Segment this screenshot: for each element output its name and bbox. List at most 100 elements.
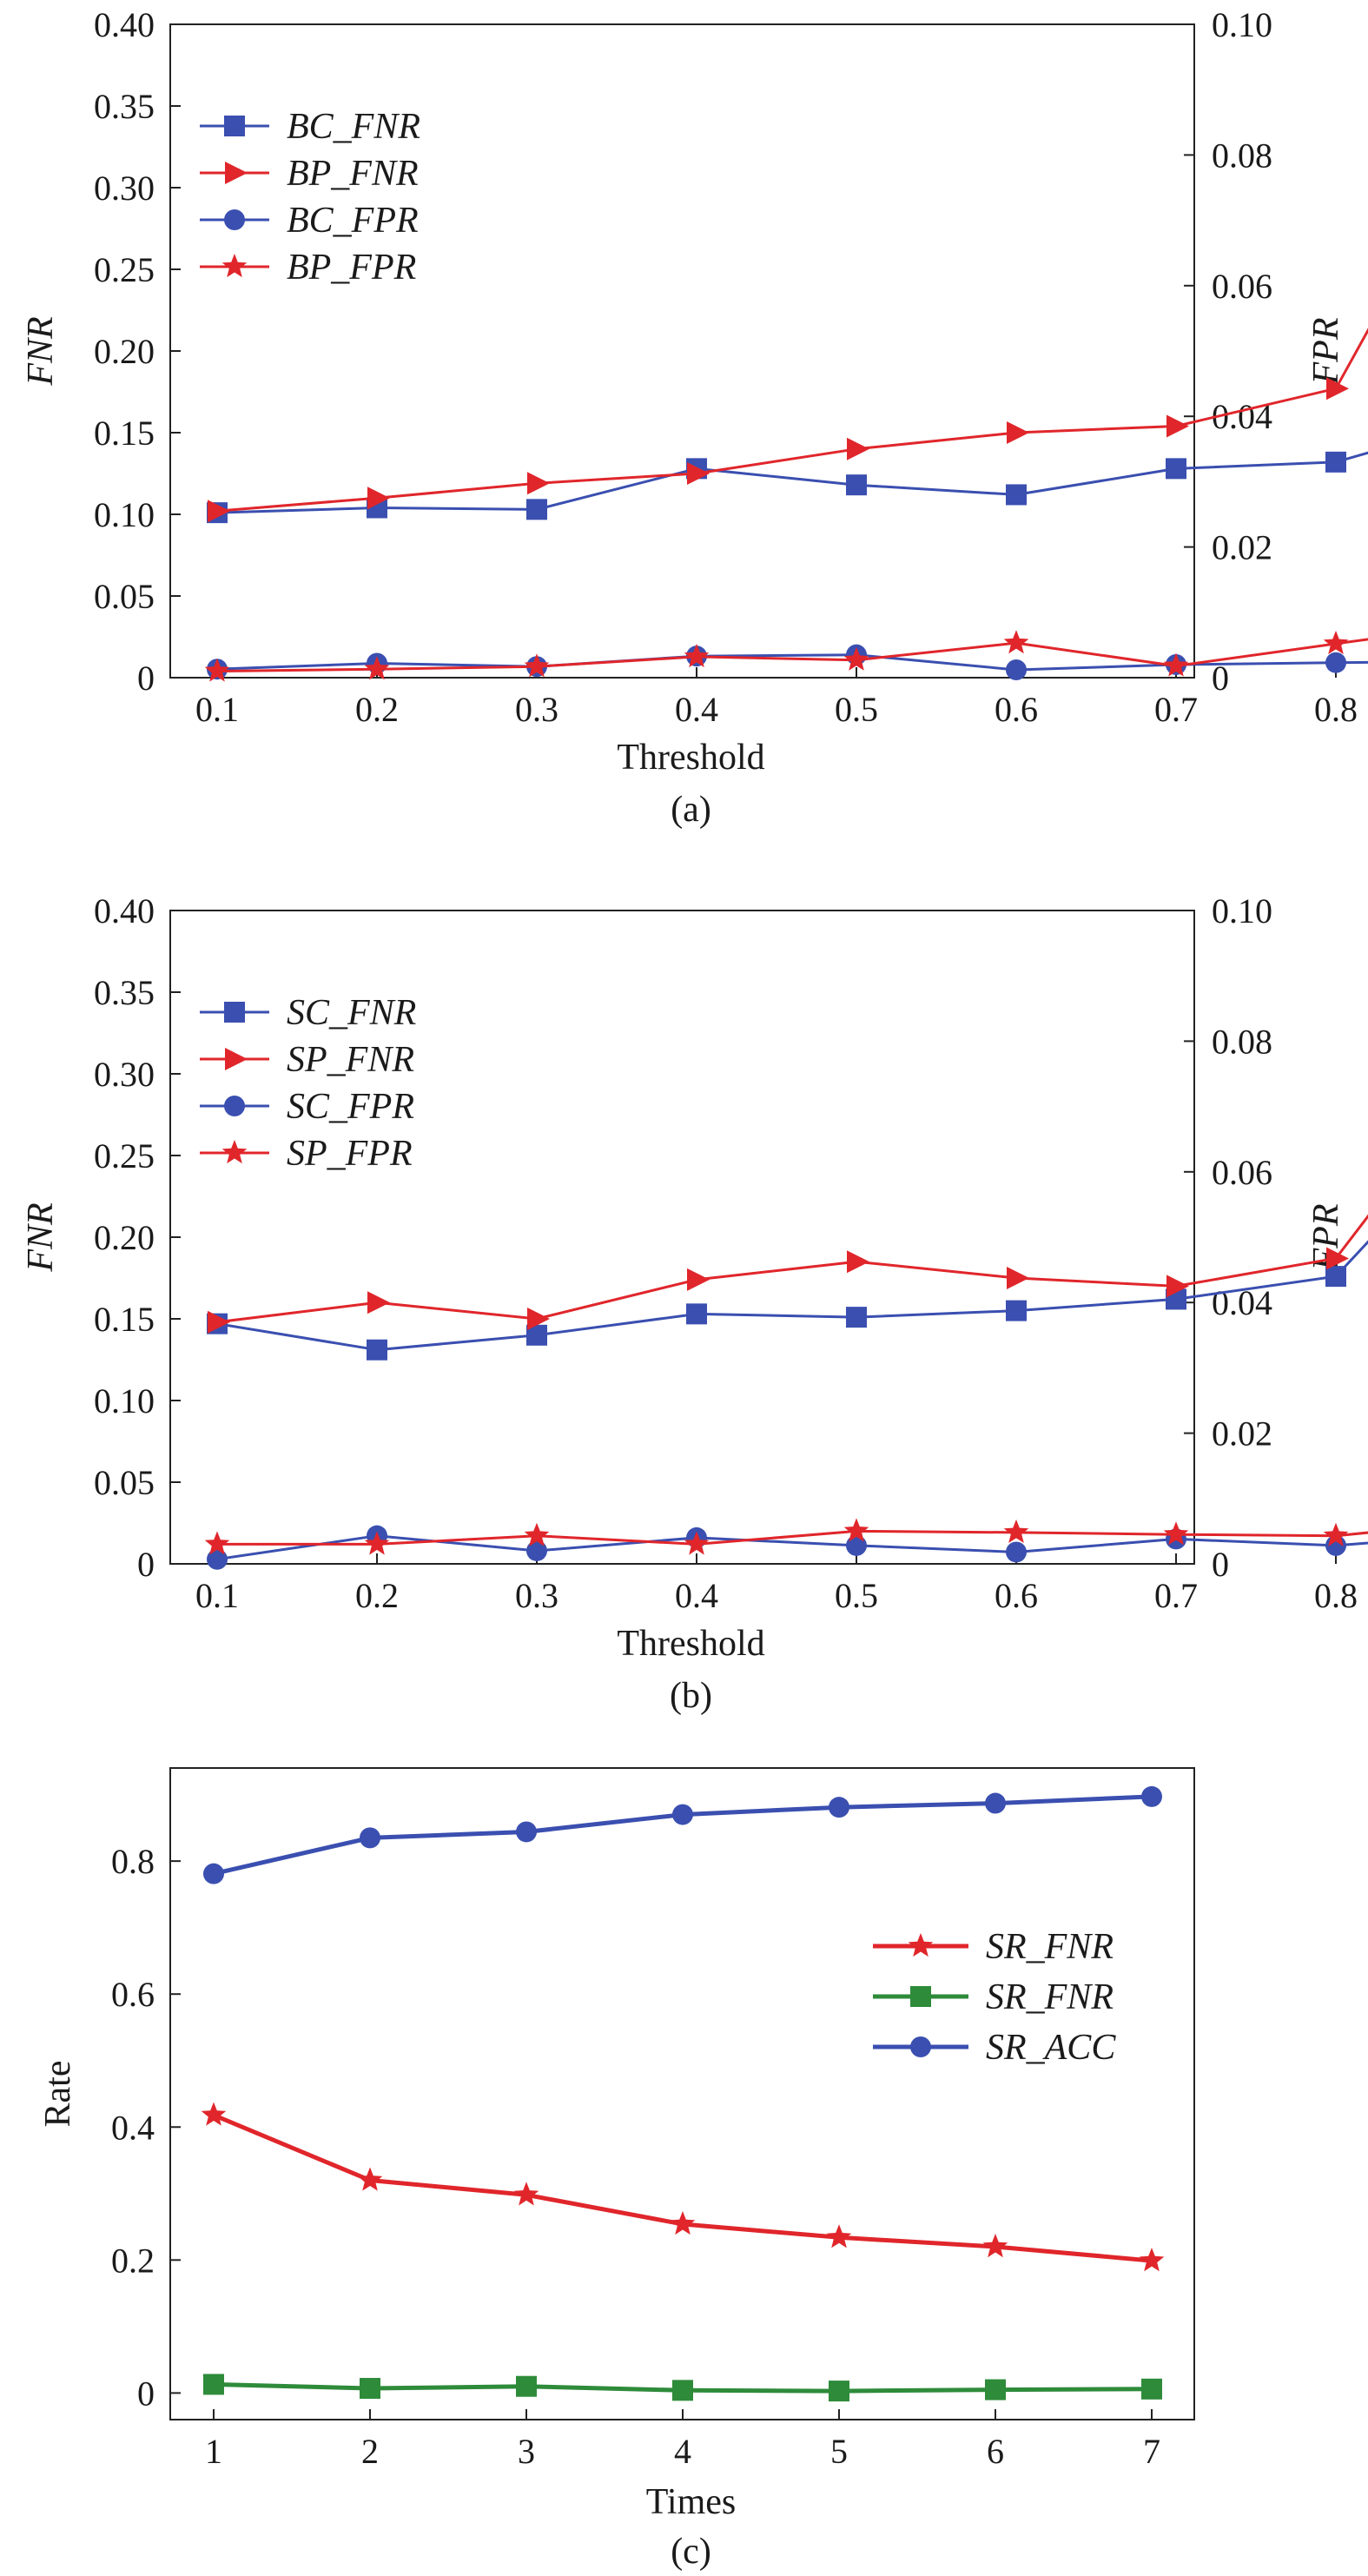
- x-tick-label: 5: [830, 2432, 848, 2471]
- y-tick-label-right: 0.02: [1212, 528, 1272, 567]
- data-point: [1324, 631, 1349, 654]
- y-tick-label-right: 0.10: [1212, 891, 1272, 930]
- y-axis-title-left: FNR: [21, 1202, 61, 1272]
- data-point: [847, 438, 869, 460]
- panel-caption: (c): [671, 2532, 711, 2572]
- legend-marker: [224, 116, 245, 136]
- x-axis-title: Times: [646, 2482, 737, 2522]
- y-tick-label-left: 0.15: [94, 414, 155, 453]
- y-tick-label-right: 0.06: [1212, 1153, 1272, 1192]
- y-tick-label-left: 0.2: [111, 2241, 155, 2280]
- x-tick-label: 0.7: [1154, 1576, 1198, 1615]
- x-tick-label: 1: [205, 2432, 222, 2471]
- legend-marker: [225, 1048, 248, 1070]
- x-tick-label: 0.4: [675, 690, 718, 729]
- y-axis-title-left: Rate: [38, 2061, 78, 2128]
- x-tick-label: 0.5: [835, 1576, 878, 1615]
- data-point: [829, 1797, 849, 1818]
- y-tick-label-left: 0.20: [94, 1218, 155, 1257]
- data-point: [203, 2374, 224, 2394]
- legend-entry: BP_FNR: [287, 154, 419, 194]
- y-tick-label-left: 0.40: [94, 891, 155, 930]
- legend-marker: [224, 1096, 245, 1116]
- data-point: [203, 1864, 224, 1884]
- data-point: [1006, 1301, 1027, 1321]
- x-tick-label: 7: [1143, 2432, 1160, 2471]
- panel-caption: (a): [671, 790, 711, 830]
- legend-entry: SR_ACC: [986, 2028, 1116, 2068]
- data-point: [672, 2380, 693, 2401]
- series-sr-fnr-1: [203, 2374, 1162, 2401]
- x-tick-label: 0.2: [355, 1576, 399, 1615]
- legend: SR_FNR SR_FNR SR_ACC: [873, 1927, 1116, 2068]
- data-point: [527, 472, 550, 494]
- x-tick-label: 0.3: [515, 690, 558, 729]
- y-tick-label-left: 0: [137, 2374, 155, 2413]
- x-tick-label: 0.7: [1154, 690, 1198, 729]
- y-tick-label-left: 0.25: [94, 1136, 155, 1175]
- data-point: [846, 1535, 867, 1556]
- data-point: [686, 1303, 707, 1324]
- data-point: [1007, 421, 1029, 444]
- legend-entry: SC_FPR: [287, 1087, 414, 1127]
- data-point: [829, 2381, 849, 2401]
- x-tick-label: 0.5: [835, 690, 878, 729]
- data-point: [1166, 458, 1186, 479]
- legend-entry: SP_FNR: [287, 1040, 414, 1080]
- y-tick-label-left: 0: [137, 659, 155, 698]
- data-point: [671, 2211, 696, 2235]
- y-tick-label-left: 0.25: [94, 250, 155, 289]
- y-tick-label-right: 0: [1212, 1545, 1229, 1584]
- legend-entry: SP_FPR: [287, 1134, 413, 1174]
- data-point: [983, 2234, 1008, 2257]
- y-tick-label-left: 0.10: [94, 495, 155, 534]
- x-tick-label: 4: [674, 2432, 691, 2471]
- y-tick-label-right: 0.02: [1212, 1414, 1272, 1454]
- data-point: [367, 1291, 390, 1314]
- data-point: [1166, 414, 1189, 437]
- x-tick-label: 6: [987, 2432, 1004, 2471]
- data-point: [846, 1307, 867, 1328]
- legend-marker: [909, 1933, 934, 1957]
- x-tick-label: 3: [518, 2432, 535, 2471]
- data-point: [687, 1268, 710, 1291]
- x-tick-label: 0.1: [195, 1576, 239, 1615]
- data-point: [1141, 2379, 1162, 2400]
- y-tick-label-right: 0.08: [1212, 136, 1272, 175]
- data-point: [514, 2182, 539, 2205]
- y-tick-label-left: 0.40: [94, 5, 155, 44]
- legend-entry: BP_FPR: [287, 248, 416, 288]
- x-axis-title: Threshold: [617, 1624, 764, 1664]
- y-tick-label-left: 0.05: [94, 1463, 155, 1502]
- y-tick-label-left: 0: [137, 1545, 155, 1584]
- data-point: [516, 2376, 537, 2397]
- chart-panel-a: 0.10.20.30.40.50.60.70.80.900.050.100.15…: [21, 5, 1368, 830]
- legend-entry: SR_FNR: [986, 1977, 1114, 2017]
- y-tick-label-left: 0.35: [94, 87, 155, 126]
- data-point: [1006, 659, 1027, 680]
- data-point: [526, 499, 547, 520]
- data-point: [1004, 630, 1029, 653]
- legend-marker: [222, 1140, 248, 1163]
- figure: 0.10.20.30.40.50.60.70.80.900.050.100.15…: [0, 0, 1368, 2576]
- legend-entry: SC_FNR: [287, 993, 416, 1033]
- y-tick-label-left: 0.10: [94, 1381, 155, 1420]
- data-point: [1006, 1541, 1027, 1562]
- x-tick-label: 0.3: [515, 1576, 558, 1615]
- data-point: [526, 1540, 547, 1561]
- y-tick-label-right: 0.06: [1212, 267, 1272, 306]
- data-point: [1325, 1266, 1346, 1287]
- x-tick-label: 2: [361, 2432, 379, 2471]
- data-point: [847, 1250, 869, 1273]
- x-tick-label: 0.8: [1314, 690, 1358, 729]
- y-tick-label-left: 0.6: [111, 1975, 155, 2014]
- legend-entry: BC_FNR: [287, 107, 420, 147]
- series-line: [217, 416, 1368, 513]
- legend-marker: [910, 1986, 931, 2007]
- y-tick-label-left: 0.4: [111, 2108, 155, 2147]
- x-tick-label: 0.1: [195, 690, 239, 729]
- legend-entry: SR_FNR: [986, 1927, 1114, 1967]
- legend-marker: [225, 162, 248, 184]
- data-point: [1007, 1267, 1029, 1289]
- plot-frame: [170, 1768, 1194, 2420]
